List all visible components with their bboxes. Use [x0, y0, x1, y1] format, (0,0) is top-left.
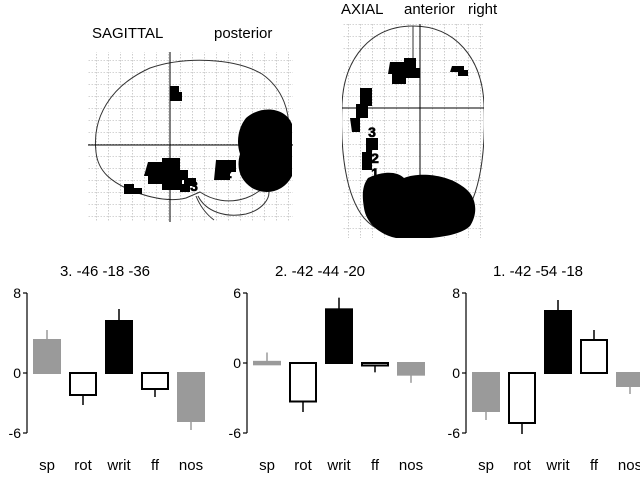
- sagittal-cerebellum-outline: [197, 187, 270, 216]
- axial-star-marker: *: [397, 68, 403, 84]
- sagittal-marker-3: 3: [190, 178, 198, 194]
- bar-rot: [508, 372, 536, 424]
- x-tick-label: writ: [326, 457, 351, 474]
- bar-chart-2: 2. -42 -44 -20 6 0 -6 sp rot writ ff nos: [229, 263, 425, 474]
- x-tick-label: sp: [39, 457, 55, 474]
- bar-ff: [580, 339, 608, 374]
- y-tick-label: -6: [229, 425, 242, 441]
- bar-writ: [325, 308, 353, 365]
- axial-marker-2: 2: [371, 150, 379, 166]
- axial-marker-1: 1: [371, 165, 379, 181]
- sagittal-brain-view: SAGITTAL posterior 2 3: [88, 25, 293, 222]
- bar-chart-1: 3. -46 -18 -36 8 0 -6 sp rot writ ff nos: [9, 263, 205, 474]
- x-tick-label: ff: [371, 457, 380, 474]
- y-tick-label: 6: [233, 285, 241, 301]
- x-tick-label: ff: [590, 457, 599, 474]
- bar-nos: [177, 372, 205, 422]
- chart-title: 2. -42 -44 -20: [275, 263, 365, 280]
- chart-title: 3. -46 -18 -36: [60, 263, 150, 280]
- bar-sp: [33, 339, 61, 374]
- bar-ff: [361, 362, 389, 367]
- bar-nos: [397, 362, 425, 376]
- x-tick-label: sp: [259, 457, 275, 474]
- bar-sp: [472, 372, 500, 412]
- x-tick-label: rot: [294, 457, 312, 474]
- axial-marker-3: 3: [368, 124, 376, 140]
- sagittal-activations: [124, 86, 292, 194]
- bar-rot: [289, 362, 317, 403]
- y-tick-label: 0: [233, 355, 241, 371]
- axial-brain-view: AXIAL anterior right 3 2 1 *: [341, 1, 498, 238]
- y-tick-label: 0: [452, 365, 460, 381]
- y-tick-label: -6: [448, 425, 461, 441]
- axial-activations: [350, 58, 476, 238]
- sagittal-orientation-label: posterior: [214, 25, 272, 42]
- axial-orientation-anterior: anterior: [404, 1, 455, 18]
- bar-nos: [616, 372, 640, 387]
- y-tick-label: -6: [9, 425, 22, 441]
- bar-ff: [141, 372, 169, 390]
- axial-title: AXIAL: [341, 1, 384, 18]
- bar-rot: [69, 372, 97, 396]
- axial-orientation-right: right: [468, 1, 498, 18]
- bar-sp: [253, 360, 281, 366]
- y-tick-label: 8: [13, 285, 21, 301]
- x-tick-label: writ: [545, 457, 570, 474]
- bar-chart-3: 1. -42 -54 -18 8 0 -6 sp rot writ ff nos: [448, 263, 640, 474]
- x-tick-label: rot: [74, 457, 92, 474]
- chart-title: 1. -42 -54 -18: [493, 263, 583, 280]
- x-tick-label: sp: [478, 457, 494, 474]
- y-tick-label: 0: [13, 365, 21, 381]
- x-tick-label: nos: [618, 457, 640, 474]
- x-tick-label: nos: [179, 457, 203, 474]
- y-tick-label: 8: [452, 285, 460, 301]
- sagittal-marker-2: 2: [224, 165, 232, 181]
- bar-writ: [105, 320, 133, 374]
- x-tick-label: rot: [513, 457, 531, 474]
- x-tick-label: nos: [399, 457, 423, 474]
- x-tick-label: ff: [151, 457, 160, 474]
- bar-writ: [544, 310, 572, 374]
- x-tick-label: writ: [106, 457, 131, 474]
- sagittal-title: SAGITTAL: [92, 25, 163, 42]
